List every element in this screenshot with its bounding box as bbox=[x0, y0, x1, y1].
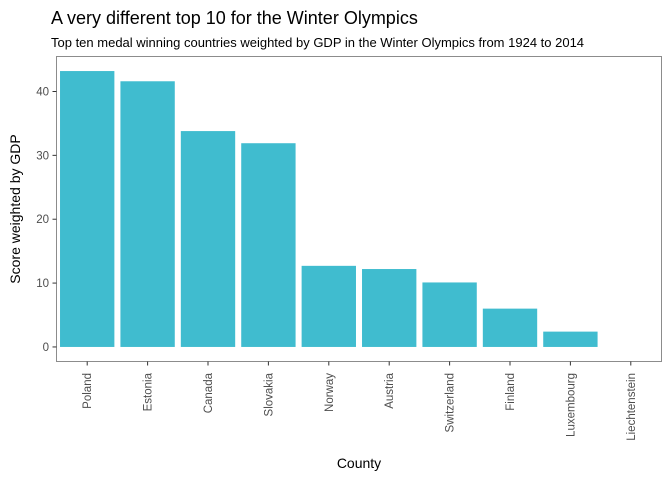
chart-title: A very different top 10 for the Winter O… bbox=[51, 8, 418, 28]
x-tick-label: Luxembourg bbox=[565, 373, 577, 437]
x-tick-label: Poland bbox=[82, 373, 94, 409]
chart-subtitle: Top ten medal winning countries weighted… bbox=[51, 35, 584, 50]
x-tick-label: Liechtenstein bbox=[626, 373, 638, 441]
x-tick-label: Estonia bbox=[143, 372, 155, 411]
bar-poland bbox=[60, 71, 115, 347]
x-axis: Poland Estonia Canada Slovakia Norway Austria… bbox=[82, 361, 638, 441]
x-tick-label: Finland bbox=[505, 373, 517, 411]
y-tick-label: 0 bbox=[43, 342, 49, 354]
y-tick-label: 30 bbox=[36, 150, 49, 162]
y-tick-label: 20 bbox=[36, 214, 49, 226]
bar-norway bbox=[301, 265, 356, 347]
x-tick-label: Switzerland bbox=[445, 373, 457, 432]
x-axis-title: County bbox=[337, 455, 381, 471]
plot-panel bbox=[56, 56, 662, 362]
x-tick-label: Austria bbox=[384, 372, 396, 408]
y-tick-label: 40 bbox=[36, 86, 49, 98]
x-tick-label: Slovakia bbox=[263, 372, 275, 416]
x-tick-label: Norway bbox=[324, 373, 336, 412]
bar-switzerland bbox=[422, 282, 477, 347]
bars-group bbox=[60, 71, 598, 347]
bar-slovakia bbox=[241, 143, 296, 347]
bar-finland bbox=[482, 308, 538, 347]
bar-canada bbox=[180, 131, 236, 347]
y-axis: 0 10 20 30 40 bbox=[36, 86, 57, 354]
y-axis-title: Score weighted by GDP bbox=[7, 134, 23, 283]
bar-luxembourg bbox=[543, 331, 598, 347]
bar-austria bbox=[362, 269, 417, 347]
bar-estonia bbox=[120, 81, 175, 347]
x-tick-label: Canada bbox=[203, 372, 215, 413]
y-tick-label: 10 bbox=[36, 278, 49, 290]
